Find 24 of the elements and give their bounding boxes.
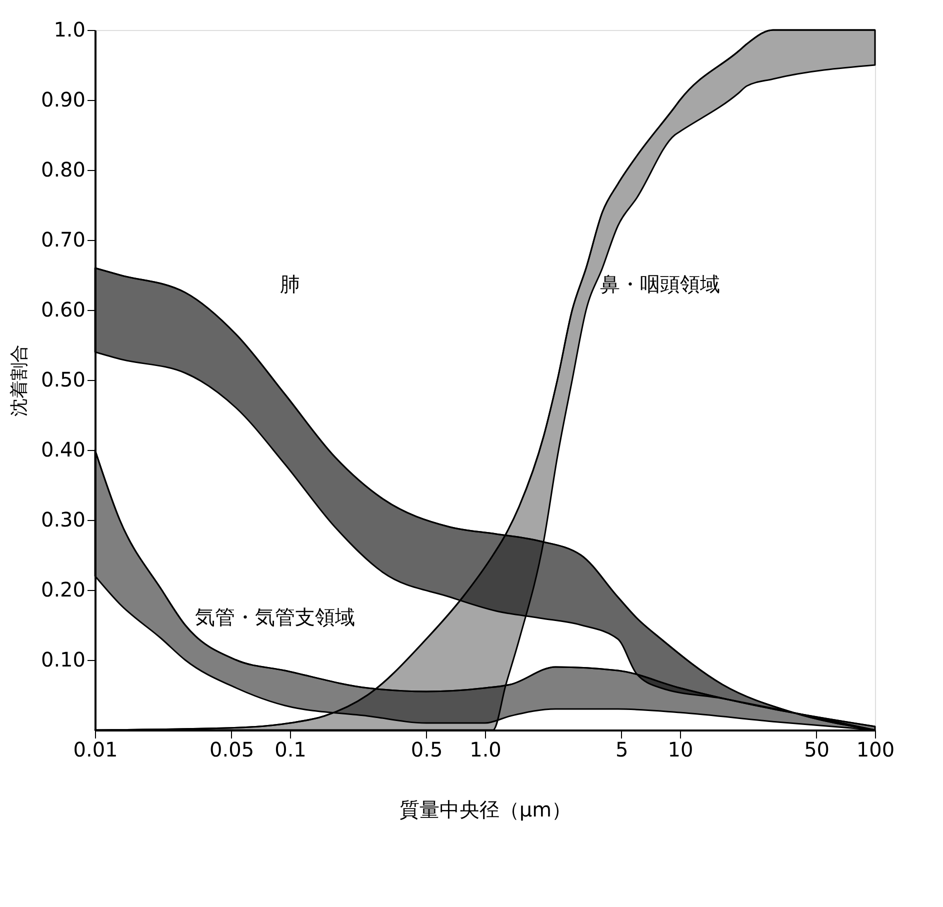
y-tick-label: 0.40 <box>40 438 86 462</box>
y-tick-label: 0.50 <box>40 368 86 392</box>
x-tick-label: 100 <box>856 738 895 762</box>
y-tick-label: 1.0 <box>54 18 86 42</box>
y-tick-label: 0.80 <box>40 158 86 182</box>
series-label: 気管・気管支領域 <box>195 605 355 629</box>
series-label: 鼻・咽頭領域 <box>600 272 720 296</box>
x-tick-label: 0.05 <box>210 738 254 762</box>
x-tick-label: 0.1 <box>274 738 306 762</box>
x-tick-label: 0.5 <box>410 738 443 762</box>
y-tick-label: 0.30 <box>40 508 86 532</box>
y-tick-label: 0.70 <box>40 228 86 252</box>
x-tick-label: 0.01 <box>73 738 118 762</box>
x-tick-label: 50 <box>804 738 830 762</box>
y-axis-title: 沈着割合 <box>8 344 30 416</box>
x-tick-label: 5 <box>615 738 628 762</box>
x-tick-label: 10 <box>668 738 694 762</box>
x-tick-label: 1.0 <box>470 738 502 762</box>
text: 肺 <box>280 272 300 296</box>
y-tick-label: 0.60 <box>40 298 86 322</box>
y-tick-label: 0.90 <box>40 88 86 112</box>
y-tick-label: 0.10 <box>40 648 86 672</box>
x-axis-title: 質量中央径（μm） <box>399 798 572 822</box>
y-tick-label: 0.20 <box>40 578 86 602</box>
